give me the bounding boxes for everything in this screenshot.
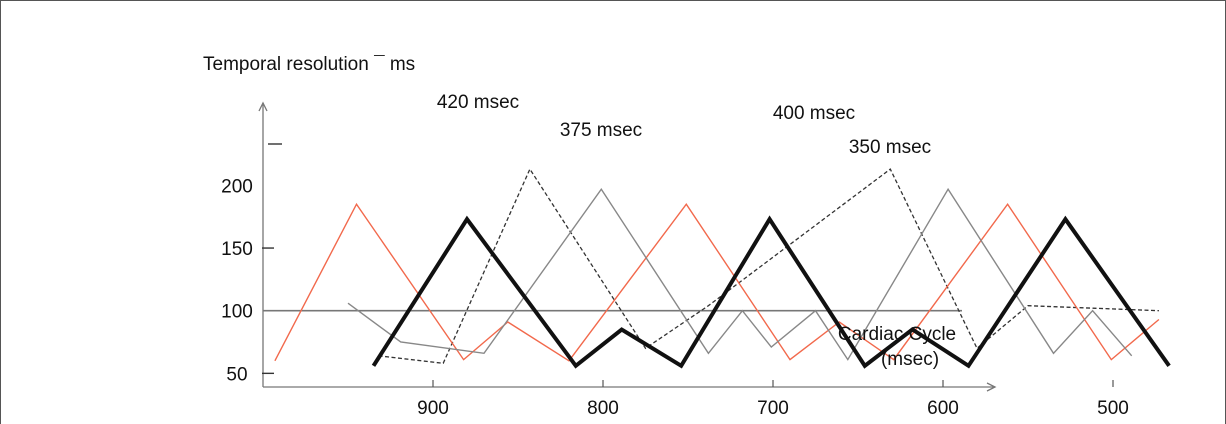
series-label-420: 420 msec: [437, 92, 519, 113]
y-tick-label: 150: [221, 239, 253, 260]
x-tick-label: 700: [757, 398, 789, 419]
series-line-0: [378, 167, 1159, 365]
x-axis-label-line2: (msec): [881, 349, 939, 370]
y-axis-label: Temporal resolution ¯ ms: [203, 54, 415, 75]
x-axis-arrow: [986, 382, 997, 392]
series-line-1: [274, 202, 1160, 362]
x-tick-label: 600: [927, 398, 959, 419]
series-label-400: 400 msec: [773, 103, 855, 124]
x-tick-label: 500: [1097, 398, 1129, 419]
series-line-2: [347, 187, 1133, 361]
y-tick-label: 200: [221, 176, 253, 197]
x-tick-label: 800: [587, 398, 619, 419]
y-axis-arrow: [258, 101, 268, 112]
series-label-350: 350 msec: [849, 137, 931, 158]
x-axis-label-line1: Cardiac Cycle: [838, 324, 956, 345]
y-tick-label: 50: [226, 364, 247, 385]
series-line-3: [371, 215, 1171, 369]
series-label-375: 375 msec: [560, 120, 642, 141]
y-tick-label: 100: [221, 302, 253, 323]
x-tick-label: 900: [417, 398, 449, 419]
